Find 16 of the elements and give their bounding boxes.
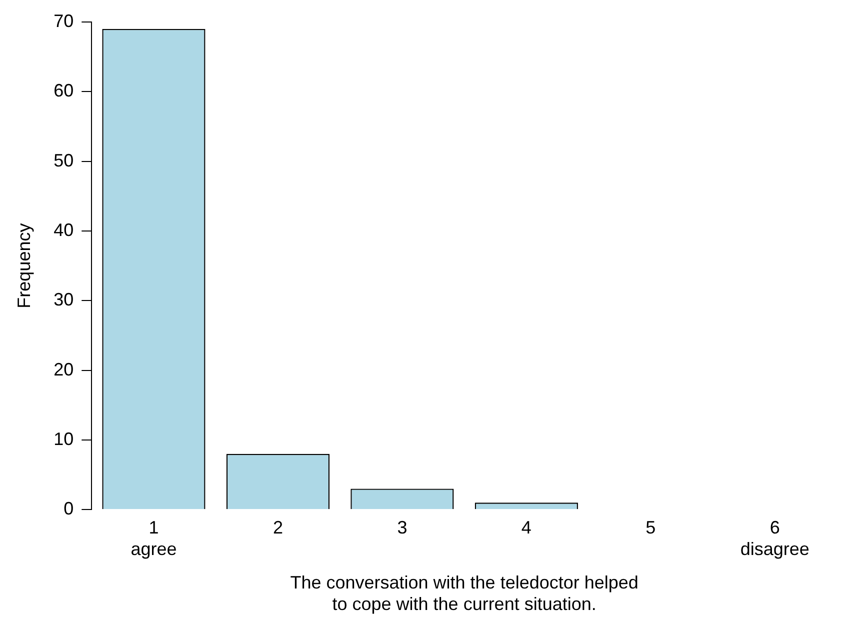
y-tick-label: 30	[54, 290, 74, 310]
x-tick-label: 2	[272, 517, 283, 538]
x-tick-label: 3	[397, 517, 408, 538]
y-tick-label: 50	[54, 150, 74, 170]
y-tick-label: 70	[54, 10, 74, 31]
y-tick-label: 60	[54, 80, 74, 101]
y-axis-title: Frequency	[14, 223, 34, 308]
x-tick-label: 1 agree	[130, 517, 177, 559]
y-tick-label: 40	[54, 220, 74, 240]
x-tick-label: 6 disagree	[740, 517, 810, 559]
y-tick-label: 20	[54, 359, 74, 380]
x-axis-title: The conversation with the teledoctor helped to cope with the current situation.	[290, 572, 638, 614]
y-tick-label: 0	[64, 498, 74, 519]
y-tick-label: 10	[54, 428, 74, 449]
x-tick-label: 4	[521, 517, 532, 538]
x-tick-label: 5	[646, 517, 656, 538]
